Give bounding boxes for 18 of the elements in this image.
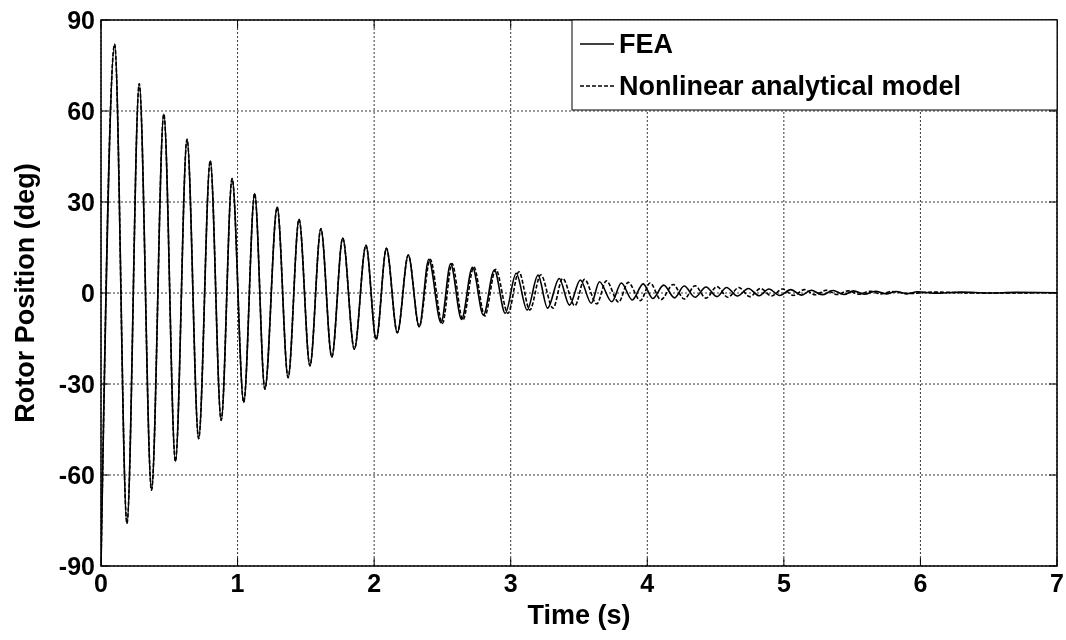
- x-tick-label: 4: [640, 569, 655, 597]
- x-tick-label: 2: [367, 569, 382, 597]
- x-tick-label: 1: [230, 569, 245, 597]
- x-tick-label: 5: [776, 569, 791, 597]
- x-axis-title: Time (s): [527, 600, 631, 630]
- y-tick-label: 60: [67, 96, 95, 125]
- y-tick-label: -60: [58, 460, 95, 489]
- legend-label: FEA: [619, 29, 673, 60]
- x-tick-label: 7: [1050, 569, 1064, 597]
- x-tick-label: 6: [913, 569, 928, 597]
- y-tick-label: 90: [67, 5, 95, 34]
- legend-label: Nonlinear analytical model: [619, 71, 962, 102]
- x-tick-label: 3: [503, 569, 518, 597]
- y-tick-label: -90: [58, 551, 95, 580]
- y-tick-label: -30: [58, 369, 95, 398]
- y-tick-label: 30: [67, 187, 95, 216]
- y-axis-title: Rotor Position (deg): [10, 163, 40, 423]
- y-tick-label: 0: [81, 278, 95, 307]
